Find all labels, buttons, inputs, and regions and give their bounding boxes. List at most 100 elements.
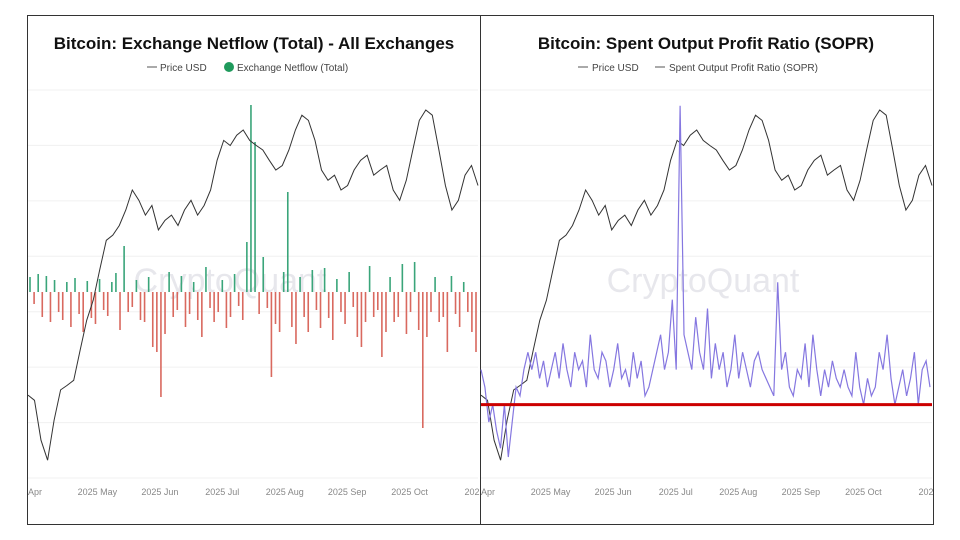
netflow-bar (229, 292, 232, 317)
netflow-bar (442, 292, 445, 317)
netflow-bar (340, 292, 342, 312)
legend-netflow-dot (224, 62, 234, 72)
x-tick-label: 2025 May (531, 487, 571, 497)
netflow-bar (184, 292, 187, 327)
netflow-bar (246, 242, 248, 292)
netflow-bar (164, 292, 166, 334)
netflow-bar (57, 292, 60, 312)
netflow-bar (413, 262, 416, 292)
price-line (27, 109, 479, 461)
netflow-bar (319, 292, 322, 328)
netflow-bar (192, 282, 195, 292)
netflow-bar (205, 267, 207, 292)
netflow-bar (352, 292, 355, 307)
netflow-bar (70, 292, 72, 327)
netflow-bar (393, 292, 395, 322)
netflow-bar (282, 272, 285, 292)
netflow-bar (172, 292, 175, 317)
netflow-bar (426, 292, 428, 337)
x-tick-label: 202 (464, 487, 479, 497)
netflow-bar (37, 274, 39, 292)
netflow-bar (307, 292, 310, 332)
netflow-bar (254, 142, 256, 292)
legend-exchange-netflow[interactable]: Exchange Netflow (Total) (237, 63, 348, 74)
netflow-bar (376, 292, 379, 310)
x-tick-label: 2025 Sep (328, 487, 367, 497)
netflow-bar (291, 292, 293, 327)
netflow-bar (176, 292, 179, 310)
legend-price-usd[interactable]: Price USD (592, 63, 639, 74)
x-tick-label: 2025 Aug (266, 487, 304, 497)
netflow-bar (66, 282, 68, 292)
price-line (480, 109, 933, 461)
netflow-bar (233, 274, 236, 292)
netflow-bar (241, 292, 244, 320)
netflow-bar (397, 292, 400, 317)
netflow-bar (475, 292, 477, 352)
netflow-bar (106, 292, 109, 316)
netflow-bar (221, 280, 224, 292)
netflow-bar (168, 272, 170, 292)
x-tick-label: 2025 Jun (141, 487, 178, 497)
netflow-bar (147, 277, 150, 292)
netflow-bar (160, 292, 162, 397)
netflow-bar (454, 292, 457, 314)
netflow-bar (299, 277, 301, 292)
netflow-bar (213, 292, 215, 322)
netflow-bar (45, 276, 48, 292)
netflow-bar (78, 292, 80, 314)
netflow-bar (94, 292, 97, 324)
netflow-bar (139, 292, 142, 320)
netflow-bar (327, 292, 330, 318)
netflow-bar (430, 292, 432, 312)
netflow-bar (372, 292, 375, 317)
netflow-bar (53, 280, 56, 292)
netflow-bar (286, 192, 289, 292)
netflow-bar (311, 270, 314, 292)
netflow-bar (135, 280, 138, 292)
netflow-bar (278, 292, 281, 332)
netflow-bar (274, 292, 277, 324)
netflow-bar (348, 272, 350, 292)
netflow-bar (434, 277, 436, 292)
netflow-bar (156, 292, 158, 352)
netflow-bar (417, 292, 420, 330)
x-tick-label: Apr (481, 487, 495, 497)
netflow-bar (344, 292, 346, 324)
netflow-bar (217, 292, 220, 312)
x-tick-label: 2025 Sep (782, 487, 821, 497)
netflow-bar (401, 264, 404, 292)
netflow-bar (61, 292, 64, 320)
netflow-bar (225, 292, 228, 328)
netflow-bar (270, 292, 273, 377)
legend-sopr[interactable]: Spent Output Profit Ratio (SOPR) (669, 63, 818, 74)
netflow-bar (315, 292, 318, 310)
netflow-bar (262, 257, 265, 292)
netflow-bar (303, 292, 305, 317)
netflow-bar (368, 266, 371, 292)
netflow-bar (201, 292, 203, 337)
netflow-bar (462, 282, 465, 292)
netflow-bar (237, 292, 240, 306)
netflow-bar (323, 268, 326, 292)
netflow-bar (409, 292, 412, 312)
netflow-bar (364, 292, 367, 322)
watermark-right: CryptoQuant (607, 262, 800, 300)
x-tick-label: 2025 May (78, 487, 118, 497)
legend-price-usd[interactable]: Price USD (160, 63, 207, 74)
netflow-bar (295, 292, 297, 344)
netflow-bar (180, 276, 183, 292)
netflow-bar (131, 292, 134, 307)
netflow-bar (49, 292, 52, 322)
netflow-bar (33, 292, 35, 304)
netflow-bar (385, 292, 387, 332)
netflow-bar (143, 292, 146, 322)
netflow-bar (111, 282, 113, 292)
netflow-bar (458, 292, 461, 327)
netflow-bar (258, 292, 260, 314)
netflow-bar (405, 292, 408, 334)
right-chart-title: Bitcoin: Spent Output Profit Ratio (SOPR… (538, 34, 874, 53)
netflow-bar (98, 279, 101, 292)
x-tick-label: Apr (28, 487, 42, 497)
